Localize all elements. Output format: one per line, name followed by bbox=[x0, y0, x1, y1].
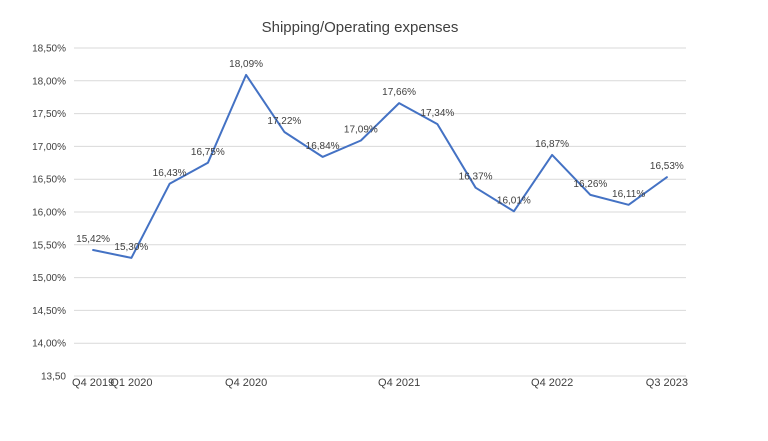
data-label: 17,34% bbox=[420, 108, 454, 119]
series bbox=[93, 75, 667, 258]
x-tick-label: Q4 2019 bbox=[72, 377, 114, 389]
y-tick-label: 16,50% bbox=[32, 175, 66, 186]
data-label: 16,01% bbox=[497, 195, 531, 206]
y-tick-label: 18,00% bbox=[32, 76, 66, 87]
y-axis-ticks: 13,50 14,00% 14,50% 15,00% 15,50% 16,00% 16,50… bbox=[32, 44, 66, 383]
y-tick-label: 16,00% bbox=[32, 208, 66, 219]
data-label: 15,42% bbox=[76, 234, 110, 245]
y-tick-label: 13,50 bbox=[41, 372, 66, 383]
gridlines bbox=[74, 48, 686, 376]
data-label: 16,84% bbox=[306, 141, 340, 152]
data-label: 16,87% bbox=[535, 139, 569, 150]
data-label: 17,09% bbox=[344, 124, 378, 135]
data-label: 17,66% bbox=[382, 87, 416, 98]
data-label: 16,53% bbox=[650, 161, 684, 172]
data-label: 15,30% bbox=[114, 242, 148, 253]
y-tick-label: 17,00% bbox=[32, 142, 66, 153]
y-tick-label: 18,50% bbox=[32, 44, 66, 55]
data-label: 16,26% bbox=[573, 179, 607, 190]
x-tick-label: Q1 2020 bbox=[110, 377, 152, 389]
y-tick-label: 14,00% bbox=[32, 339, 66, 350]
data-label: 18,09% bbox=[229, 59, 263, 70]
x-tick-label: Q4 2020 bbox=[225, 377, 267, 389]
y-tick-label: 17,50% bbox=[32, 109, 66, 120]
x-tick-label: Q3 2023 bbox=[646, 377, 688, 389]
data-label: 16,37% bbox=[459, 172, 493, 183]
data-labels: 15,42% 15,30% 16,43% 16,75% 18,09% 17,22% 16,8… bbox=[76, 59, 684, 253]
y-tick-label: 15,50% bbox=[32, 240, 66, 251]
chart-title: Shipping/Operating expenses bbox=[262, 19, 459, 36]
series-line bbox=[93, 75, 667, 258]
x-tick-label: Q4 2022 bbox=[531, 377, 573, 389]
y-tick-label: 14,50% bbox=[32, 306, 66, 317]
x-tick-label: Q4 2021 bbox=[378, 377, 420, 389]
data-label: 16,11% bbox=[612, 189, 645, 200]
data-label: 17,22% bbox=[267, 116, 301, 127]
data-label: 16,75% bbox=[191, 147, 225, 158]
data-label: 16,43% bbox=[153, 168, 187, 179]
y-tick-label: 15,00% bbox=[32, 273, 66, 284]
